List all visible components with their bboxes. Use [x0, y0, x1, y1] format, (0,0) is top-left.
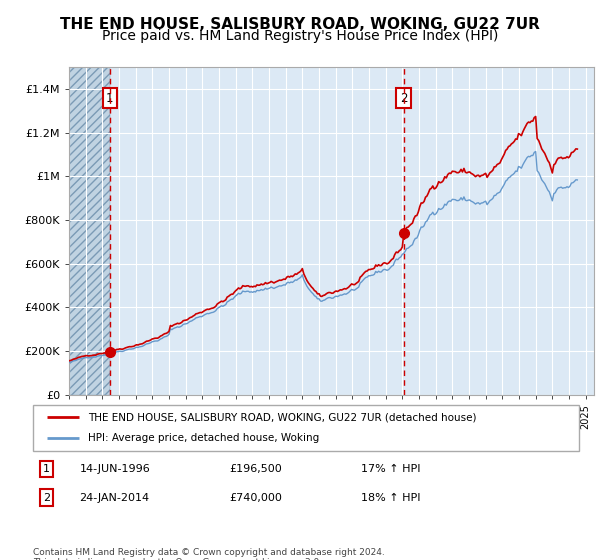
- Text: £196,500: £196,500: [230, 464, 283, 474]
- Bar: [69, 67, 110, 395]
- Text: Price paid vs. HM Land Registry's House Price Index (HPI): Price paid vs. HM Land Registry's House …: [102, 29, 498, 43]
- Text: HPI: Average price, detached house, Woking: HPI: Average price, detached house, Woki…: [88, 433, 319, 444]
- Text: THE END HOUSE, SALISBURY ROAD, WOKING, GU22 7UR (detached house): THE END HOUSE, SALISBURY ROAD, WOKING, G…: [88, 412, 476, 422]
- FancyBboxPatch shape: [33, 405, 579, 451]
- Text: 1: 1: [43, 464, 50, 474]
- Text: 18% ↑ HPI: 18% ↑ HPI: [361, 493, 420, 502]
- Text: 17% ↑ HPI: 17% ↑ HPI: [361, 464, 420, 474]
- Text: 24-JAN-2014: 24-JAN-2014: [79, 493, 149, 502]
- Text: 2: 2: [400, 92, 407, 105]
- Text: 2: 2: [43, 493, 50, 502]
- Bar: [69, 67, 110, 395]
- Text: THE END HOUSE, SALISBURY ROAD, WOKING, GU22 7UR: THE END HOUSE, SALISBURY ROAD, WOKING, G…: [60, 17, 540, 32]
- Text: 1: 1: [106, 92, 113, 105]
- Text: Contains HM Land Registry data © Crown copyright and database right 2024.
This d: Contains HM Land Registry data © Crown c…: [33, 548, 385, 560]
- Text: £740,000: £740,000: [230, 493, 283, 502]
- Text: 14-JUN-1996: 14-JUN-1996: [79, 464, 150, 474]
